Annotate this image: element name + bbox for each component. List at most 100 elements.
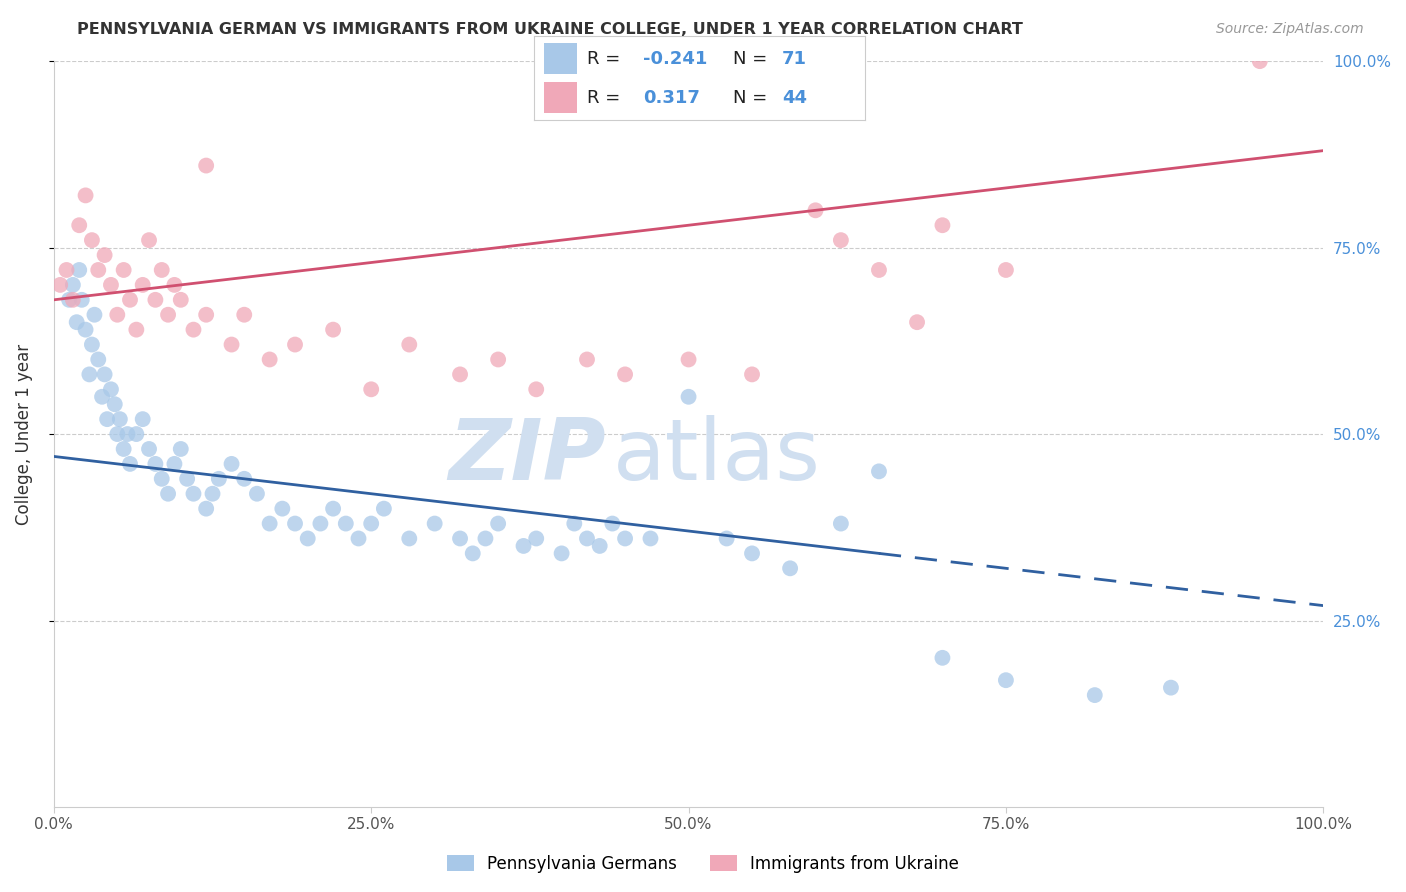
Point [131,412,153,426]
Point [83,308,105,322]
Point [335,516,357,531]
Point [163,277,186,292]
Point [157,487,180,501]
Point [449,368,471,382]
Point [79,368,101,382]
Point [259,516,281,531]
Point [449,532,471,546]
Point [297,532,319,546]
Text: 71: 71 [782,50,807,68]
Point [512,539,534,553]
Point [347,532,370,546]
Point [138,233,160,247]
Point [614,532,637,546]
Point [868,464,890,478]
Point [931,218,953,232]
Point [62,293,84,307]
Point [105,427,128,442]
Point [322,323,344,337]
Point [62,277,84,292]
Point [176,472,198,486]
Point [75,188,97,202]
Point [105,308,128,322]
Point [474,532,496,546]
Point [66,315,89,329]
Text: 0.317: 0.317 [644,88,700,106]
Point [423,516,446,531]
Text: PENNSYLVANIA GERMAN VS IMMIGRANTS FROM UKRAINE COLLEGE, UNDER 1 YEAR CORRELATION: PENNSYLVANIA GERMAN VS IMMIGRANTS FROM U… [77,22,1024,37]
Point [524,532,547,546]
Point [138,442,160,456]
Point [67,218,90,232]
Point [75,323,97,337]
Point [360,382,382,396]
Point [830,516,852,531]
Point [93,368,115,382]
Legend: Pennsylvania Germans, Immigrants from Ukraine: Pennsylvania Germans, Immigrants from Uk… [440,848,966,880]
Point [994,673,1017,688]
Point [259,352,281,367]
Point [93,248,115,262]
Point [678,390,700,404]
Point [486,516,509,531]
Point [373,501,395,516]
Point [195,501,218,516]
Point [1249,54,1271,69]
Point [284,516,307,531]
Point [562,516,585,531]
Point [208,472,231,486]
Point [486,352,509,367]
Point [150,263,173,277]
Text: N =: N = [733,88,766,106]
Point [360,516,382,531]
Text: Source: ZipAtlas.com: Source: ZipAtlas.com [1216,22,1364,37]
Point [550,546,572,560]
Point [640,532,662,546]
Point [58,293,80,307]
Point [1160,681,1182,695]
Point [322,501,344,516]
Point [575,352,598,367]
Point [70,293,93,307]
Point [868,263,890,277]
Text: -0.241: -0.241 [644,50,707,68]
Text: atlas: atlas [613,415,820,498]
Point [398,532,420,546]
Point [994,263,1017,277]
Point [575,532,598,546]
Point [87,263,110,277]
Point [195,308,218,322]
Point [157,308,180,322]
Text: N =: N = [733,50,766,68]
Point [804,203,827,218]
Point [170,293,193,307]
FancyBboxPatch shape [544,44,578,74]
Point [108,412,131,426]
Point [145,457,167,471]
Point [49,277,72,292]
Point [183,323,205,337]
Point [96,412,118,426]
Point [67,263,90,277]
Point [80,337,103,351]
Point [118,293,141,307]
Point [117,427,139,442]
Point [163,457,186,471]
Point [221,337,243,351]
Point [1084,688,1107,702]
Point [779,561,801,575]
Point [201,487,224,501]
Point [125,427,148,442]
Point [931,650,953,665]
FancyBboxPatch shape [544,82,578,112]
Point [100,277,122,292]
Point [100,382,122,396]
Point [678,352,700,367]
Point [233,308,256,322]
Point [118,457,141,471]
Point [589,539,612,553]
Y-axis label: College, Under 1 year: College, Under 1 year [15,343,32,524]
Point [271,501,294,516]
Text: R =: R = [588,50,620,68]
Point [602,516,624,531]
